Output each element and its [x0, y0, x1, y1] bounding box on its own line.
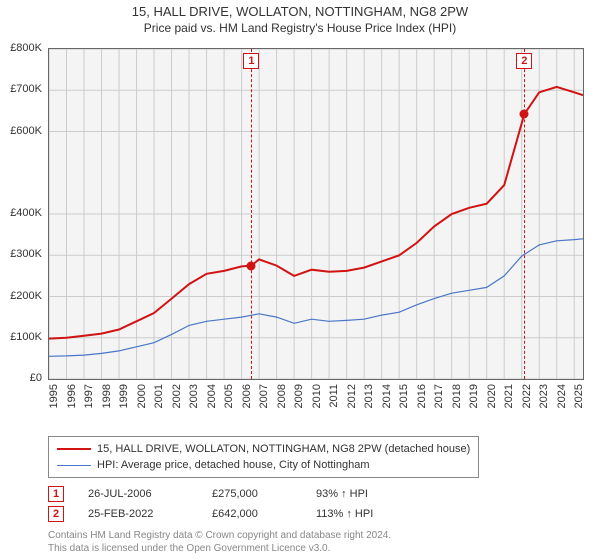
x-tick-label: 2025	[573, 384, 585, 408]
x-tick-label: 2002	[171, 384, 183, 408]
footer: Contains HM Land Registry data © Crown c…	[48, 530, 582, 555]
sale-date: 25-FEB-2022	[88, 508, 188, 520]
legend: 15, HALL DRIVE, WOLLATON, NOTTINGHAM, NG…	[48, 436, 582, 478]
x-tick-label: 1995	[48, 384, 60, 408]
sale-vs-hpi: 113% ↑ HPI	[316, 508, 416, 520]
legend-row-hpi: HPI: Average price, detached house, City…	[57, 457, 470, 473]
x-tick-label: 2015	[398, 384, 410, 408]
x-tick-label: 1998	[101, 384, 113, 408]
y-tick-label: £800K	[0, 42, 42, 54]
footer-line2: This data is licensed under the Open Gov…	[48, 543, 582, 556]
y-axis-ticks: £0£100K£200K£300K£400K£600K£700K£800K	[0, 48, 46, 378]
y-tick-label: £0	[0, 372, 42, 384]
x-tick-label: 2023	[538, 384, 550, 408]
x-tick-label: 1996	[66, 384, 78, 408]
x-axis-ticks: 1995 1996 1997 1998 1999 2000 2001 2002 2003 2004…	[48, 380, 582, 428]
y-tick-label: £700K	[0, 83, 42, 95]
x-tick-label: 1997	[83, 384, 95, 408]
footer-line1: Contains HM Land Registry data © Crown c…	[48, 530, 582, 543]
legend-swatch-hpi	[57, 465, 91, 466]
y-tick-label: £100K	[0, 331, 42, 343]
x-tick-label: 2014	[381, 384, 393, 408]
sale-dot	[247, 261, 256, 270]
x-tick-label: 2011	[328, 384, 340, 408]
legend-box: 15, HALL DRIVE, WOLLATON, NOTTINGHAM, NG…	[48, 436, 479, 478]
x-tick-label: 2024	[556, 384, 568, 408]
sale-price: £275,000	[212, 488, 292, 500]
x-tick-label: 2018	[451, 384, 463, 408]
sale-date: 26-JUL-2006	[88, 488, 188, 500]
x-tick-label: 2000	[136, 384, 148, 408]
x-tick-label: 2016	[416, 384, 428, 408]
sales-row: 1 26-JUL-2006 £275,000 93% ↑ HPI	[48, 484, 582, 504]
sale-vline	[524, 49, 525, 379]
x-tick-label: 2006	[241, 384, 253, 408]
x-tick-label: 2005	[223, 384, 235, 408]
x-tick-label: 2012	[346, 384, 358, 408]
chart-title-line1: 15, HALL DRIVE, WOLLATON, NOTTINGHAM, NG…	[0, 4, 600, 19]
legend-label-hpi: HPI: Average price, detached house, City…	[97, 459, 370, 471]
sale-marker-on-chart: 1	[243, 53, 259, 69]
sale-marker-on-chart: 2	[516, 53, 532, 69]
x-tick-label: 2008	[276, 384, 288, 408]
y-tick-label: £600K	[0, 125, 42, 137]
y-tick-label: £400K	[0, 207, 42, 219]
x-tick-label: 2013	[363, 384, 375, 408]
x-tick-label: 2001	[153, 384, 165, 408]
sale-marker-icon: 2	[48, 506, 64, 522]
chart-title-block: 15, HALL DRIVE, WOLLATON, NOTTINGHAM, NG…	[0, 0, 600, 35]
legend-label-price-paid: 15, HALL DRIVE, WOLLATON, NOTTINGHAM, NG…	[97, 443, 470, 455]
sales-row: 2 25-FEB-2022 £642,000 113% ↑ HPI	[48, 504, 582, 524]
x-tick-label: 1999	[118, 384, 130, 408]
sales-table: 1 26-JUL-2006 £275,000 93% ↑ HPI 2 25-FE…	[48, 484, 582, 524]
x-tick-label: 2022	[521, 384, 533, 408]
sale-dot	[520, 110, 529, 119]
x-tick-label: 2009	[293, 384, 305, 408]
x-tick-label: 2004	[206, 384, 218, 408]
y-tick-label: £300K	[0, 248, 42, 260]
legend-row-price-paid: 15, HALL DRIVE, WOLLATON, NOTTINGHAM, NG…	[57, 441, 470, 457]
sale-price: £642,000	[212, 508, 292, 520]
x-tick-label: 2021	[503, 384, 515, 408]
x-tick-label: 2019	[468, 384, 480, 408]
x-tick-label: 2017	[433, 384, 445, 408]
chart-svg	[49, 49, 583, 379]
chart-title-line2: Price paid vs. HM Land Registry's House …	[0, 21, 600, 35]
legend-swatch-price-paid	[57, 448, 91, 450]
chart-plot-area: 12	[48, 48, 584, 380]
x-tick-label: 2020	[486, 384, 498, 408]
sale-vline	[251, 49, 252, 379]
x-tick-label: 2007	[258, 384, 270, 408]
x-tick-label: 2010	[311, 384, 323, 408]
sale-vs-hpi: 93% ↑ HPI	[316, 488, 416, 500]
x-tick-label: 2003	[188, 384, 200, 408]
y-tick-label: £200K	[0, 290, 42, 302]
sale-marker-icon: 1	[48, 486, 64, 502]
